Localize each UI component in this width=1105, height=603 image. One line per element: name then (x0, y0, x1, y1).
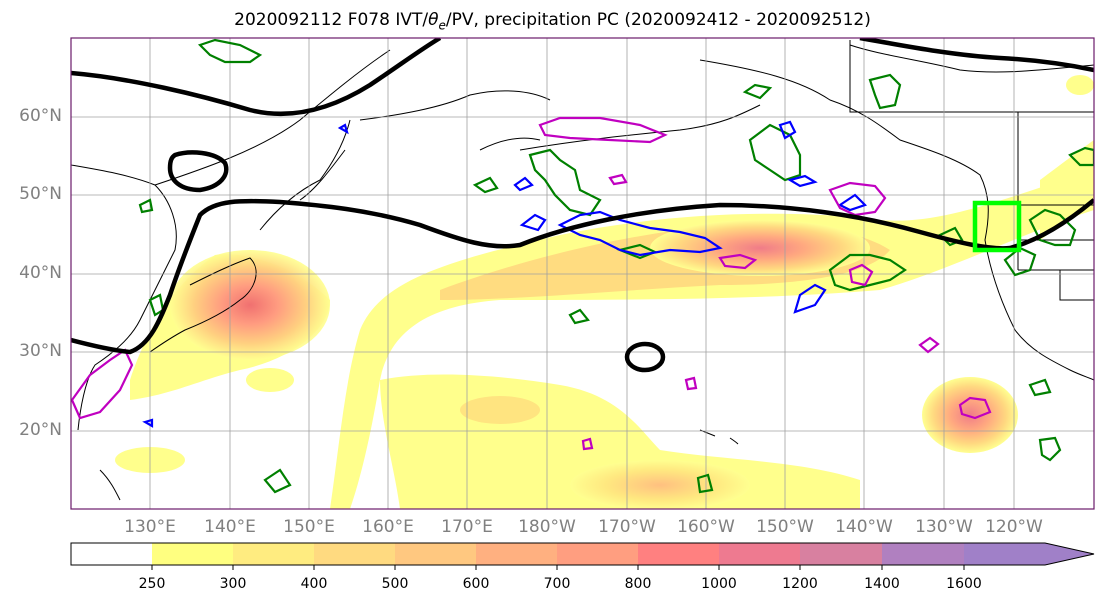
lon-label: 140°W (835, 517, 893, 537)
colorbar-tick-label: 600 (462, 576, 490, 592)
map-frame (70, 37, 1095, 510)
lat-label: 60°N (19, 106, 62, 126)
colorbar-tick-label: 1400 (864, 576, 900, 592)
colorbar (70, 542, 1095, 570)
lon-label: 180°W (518, 517, 576, 537)
lon-label: 120°W (985, 517, 1043, 537)
colorbar-tick-label: 400 (300, 576, 328, 592)
lat-label: 30°N (19, 341, 62, 361)
pv-contours (71, 38, 1094, 373)
coastlines (71, 44, 1094, 501)
colorbar-tick-label: 800 (624, 576, 652, 592)
colorbar-tick-label: 1000 (701, 576, 737, 592)
lon-label: 130°W (915, 517, 973, 537)
magenta-contours (71, 116, 992, 451)
ivt-shading (115, 75, 1094, 509)
lon-label: 170°W (598, 517, 656, 537)
lat-label: 20°N (19, 420, 62, 440)
colorbar-tick-label: 500 (381, 576, 409, 592)
lat-label: 40°N (19, 263, 62, 283)
lon-label: 150°E (283, 517, 335, 537)
lon-label: 160°E (362, 517, 414, 537)
lon-label: 130°E (124, 517, 176, 537)
colorbar-tick-label: 300 (219, 576, 247, 592)
figure-title: 2020092112 F078 IVT/θe/PV, precipitation… (234, 10, 871, 33)
blue-contours (142, 120, 868, 428)
lon-label: 150°W (756, 517, 814, 537)
lon-label: 170°E (441, 517, 493, 537)
colorbar-tick-label: 250 (138, 576, 166, 592)
region-box (972, 200, 1022, 253)
lon-label: 160°W (677, 517, 735, 537)
colorbar-tick-label: 1200 (782, 576, 818, 592)
lon-label: 140°E (204, 517, 256, 537)
colorbar-tick-label: 700 (543, 576, 571, 592)
colorbar-tick-label: 1600 (946, 576, 982, 592)
lat-label: 50°N (19, 184, 62, 204)
green-contours (138, 38, 1094, 494)
